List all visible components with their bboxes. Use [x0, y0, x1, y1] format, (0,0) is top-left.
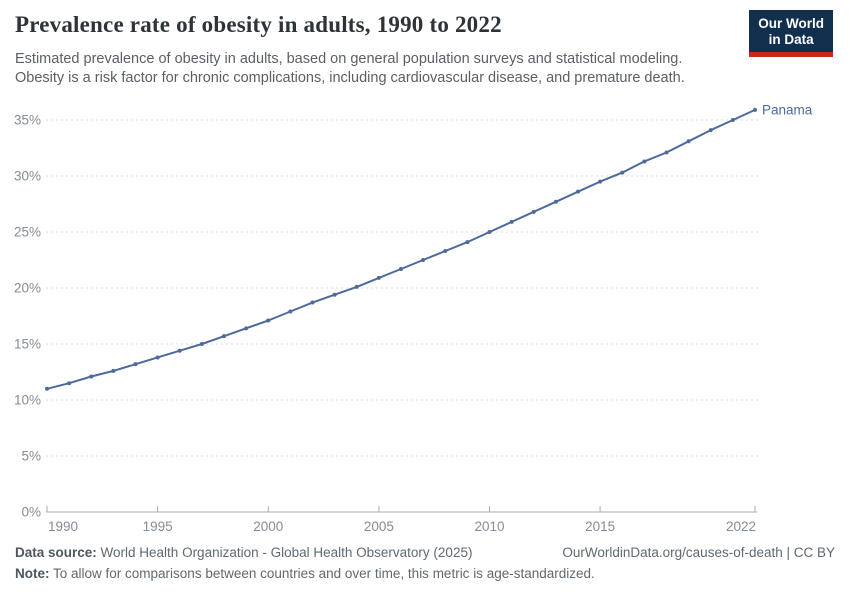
data-point-marker[interactable] — [310, 300, 315, 305]
data-point-marker[interactable] — [531, 209, 536, 214]
data-point-marker[interactable] — [730, 118, 735, 122]
y-axis-tick-label: 0% — [21, 505, 41, 520]
owid-logo-line1: Our World — [758, 16, 824, 31]
data-point-marker[interactable] — [376, 275, 381, 280]
data-point-marker[interactable] — [266, 318, 271, 323]
note-line: Note: To allow for comparisons between c… — [15, 566, 595, 581]
data-point-marker[interactable] — [686, 139, 691, 144]
y-axis-tick-label: 5% — [21, 449, 41, 464]
data-point-marker[interactable] — [332, 292, 337, 297]
x-axis-tick-label: 2000 — [253, 519, 283, 534]
chart-subtitle: Estimated prevalence of obesity in adult… — [15, 50, 725, 88]
y-axis-tick-label: 35% — [14, 113, 41, 128]
note-value: To allow for comparisons between countri… — [49, 566, 595, 581]
y-axis-tick-label: 30% — [14, 169, 41, 184]
data-point-marker[interactable] — [155, 355, 160, 360]
data-point-marker[interactable] — [509, 219, 514, 224]
x-axis-tick-label: 1995 — [143, 519, 173, 534]
data-point-marker[interactable] — [177, 348, 182, 353]
owid-logo[interactable]: Our World in Data — [749, 10, 833, 57]
data-point-marker[interactable] — [576, 189, 580, 194]
chart-subtitle-line2: Obesity is a risk factor for chronic com… — [15, 70, 685, 86]
line-series-panama[interactable] — [46, 108, 756, 390]
note-label: Note: — [15, 566, 50, 581]
data-source-label: Data source: — [15, 545, 97, 560]
data-point-marker[interactable] — [67, 381, 72, 386]
y-axis-tick-label: 20% — [14, 281, 41, 296]
data-point-marker[interactable] — [421, 258, 426, 262]
data-point-marker[interactable] — [553, 199, 558, 204]
data-point-marker[interactable] — [708, 128, 713, 133]
data-point-marker[interactable] — [753, 107, 757, 112]
data-point-marker[interactable] — [399, 266, 403, 271]
owid-license-link[interactable]: OurWorldinData.org/causes-of-death | CC … — [562, 545, 835, 560]
data-point-marker[interactable] — [199, 342, 204, 346]
x-axis-tick-label: 2010 — [474, 519, 504, 534]
data-source-value: World Health Organization - Global Healt… — [96, 545, 473, 560]
data-point-marker[interactable] — [620, 170, 625, 175]
data-point-marker[interactable] — [244, 326, 249, 331]
series-label-panama[interactable]: Panama — [762, 102, 813, 117]
chart-title: Prevalence rate of obesity in adults, 19… — [15, 12, 502, 37]
data-point-marker[interactable] — [133, 362, 138, 367]
data-point-marker[interactable] — [664, 150, 669, 155]
data-point-marker[interactable] — [111, 368, 116, 373]
data-point-marker[interactable] — [642, 159, 647, 164]
data-point-marker[interactable] — [443, 249, 448, 254]
data-point-marker[interactable] — [45, 386, 49, 391]
data-point-marker[interactable] — [354, 284, 359, 289]
owid-logo-line2: in Data — [768, 32, 814, 47]
data-point-marker[interactable] — [487, 230, 492, 234]
y-axis-tick-label: 10% — [14, 393, 41, 408]
x-axis-tick-label: 2022 — [726, 519, 756, 534]
data-source-line: Data source: World Health Organization -… — [15, 545, 472, 560]
data-point-marker[interactable] — [598, 179, 603, 184]
x-axis-tick-label: 2005 — [364, 519, 394, 534]
chart-footer: Data source: World Health Organization -… — [15, 545, 835, 587]
data-point-marker[interactable] — [222, 334, 226, 339]
x-axis-tick-label: 1990 — [48, 519, 78, 534]
x-axis-tick-label: 2015 — [585, 519, 615, 534]
y-axis-tick-label: 15% — [14, 337, 41, 352]
y-axis-tick-label: 25% — [14, 225, 41, 240]
chart-subtitle-line1: Estimated prevalence of obesity in adult… — [15, 51, 683, 67]
data-point-marker[interactable] — [465, 240, 470, 245]
data-point-marker[interactable] — [288, 309, 293, 314]
data-point-marker[interactable] — [89, 374, 94, 379]
